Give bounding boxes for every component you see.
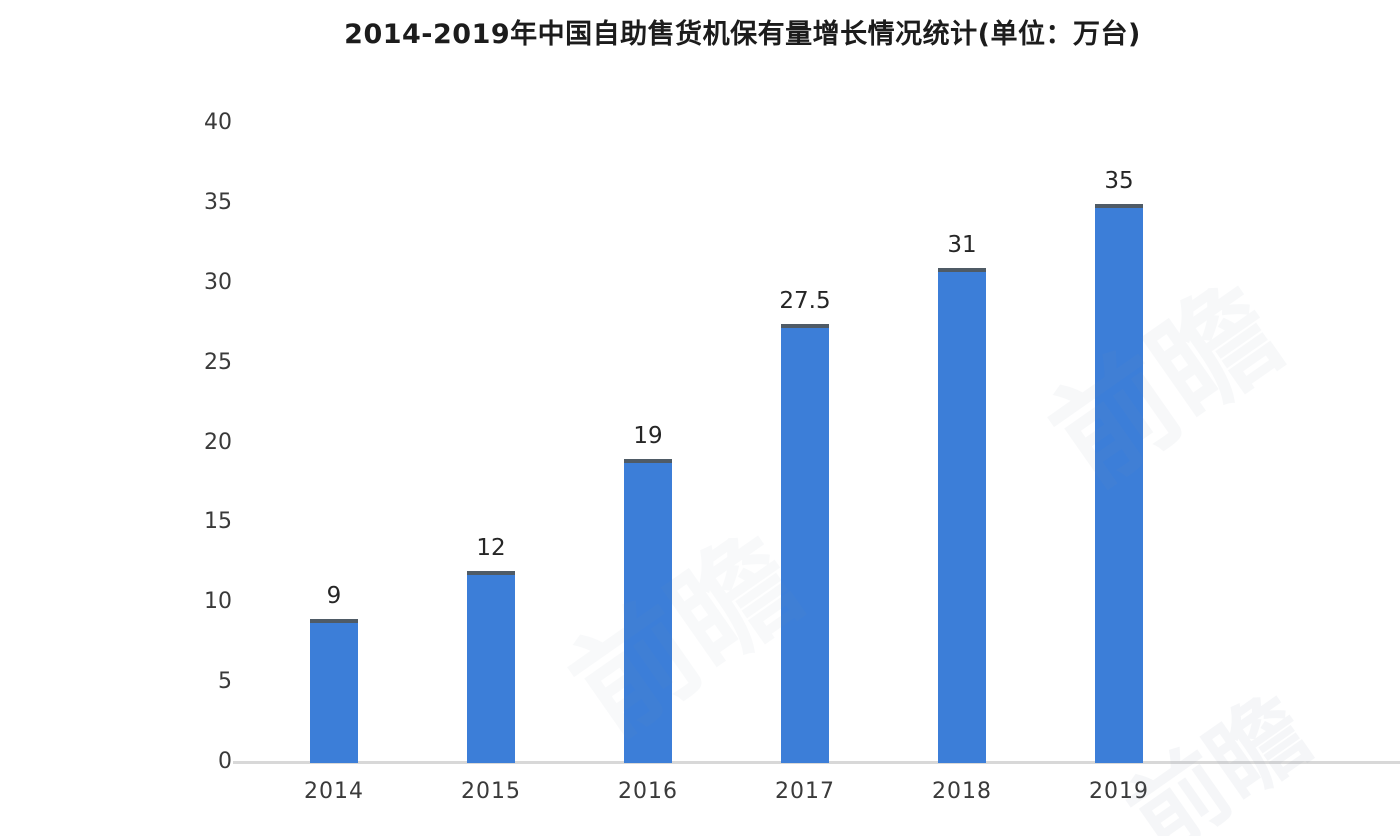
y-tick-label: 25: [204, 349, 232, 375]
bar-2017: [781, 323, 829, 763]
y-tick-label: 35: [204, 189, 232, 215]
bar-value-label: 19: [633, 423, 663, 450]
x-tick-label: 2018: [932, 779, 992, 804]
bar-value-label: 9: [326, 583, 342, 610]
x-tick-label: 2015: [461, 779, 521, 804]
x-tick-label: 2014: [304, 779, 364, 804]
chart-title: 2014-2019年中国自助售货机保有量增长情况统计(单位：万台): [344, 19, 1141, 50]
bar-2014: [310, 619, 358, 763]
bar-value-label: 12: [476, 535, 506, 562]
y-tick-label: 0: [218, 749, 232, 774]
bar-value-label: 35: [1104, 167, 1134, 194]
x-tick-label: 2016: [618, 779, 678, 804]
y-tick-label: 15: [204, 509, 232, 535]
y-tick-label: 5: [218, 669, 232, 695]
y-tick-label: 10: [204, 589, 232, 615]
bar-2015: [467, 571, 515, 763]
y-tick-label: 30: [204, 269, 232, 295]
bar-2019: [1095, 203, 1143, 763]
bar-value-label: 31: [947, 231, 977, 258]
bar-2016: [624, 459, 672, 763]
bar-value-label: 27.5: [779, 287, 831, 314]
bar-2018: [938, 267, 986, 763]
x-tick-label: 2017: [775, 779, 835, 804]
y-tick-label: 40: [204, 110, 232, 135]
y-tick-label: 20: [204, 429, 232, 455]
x-tick-label: 2019: [1089, 779, 1149, 804]
